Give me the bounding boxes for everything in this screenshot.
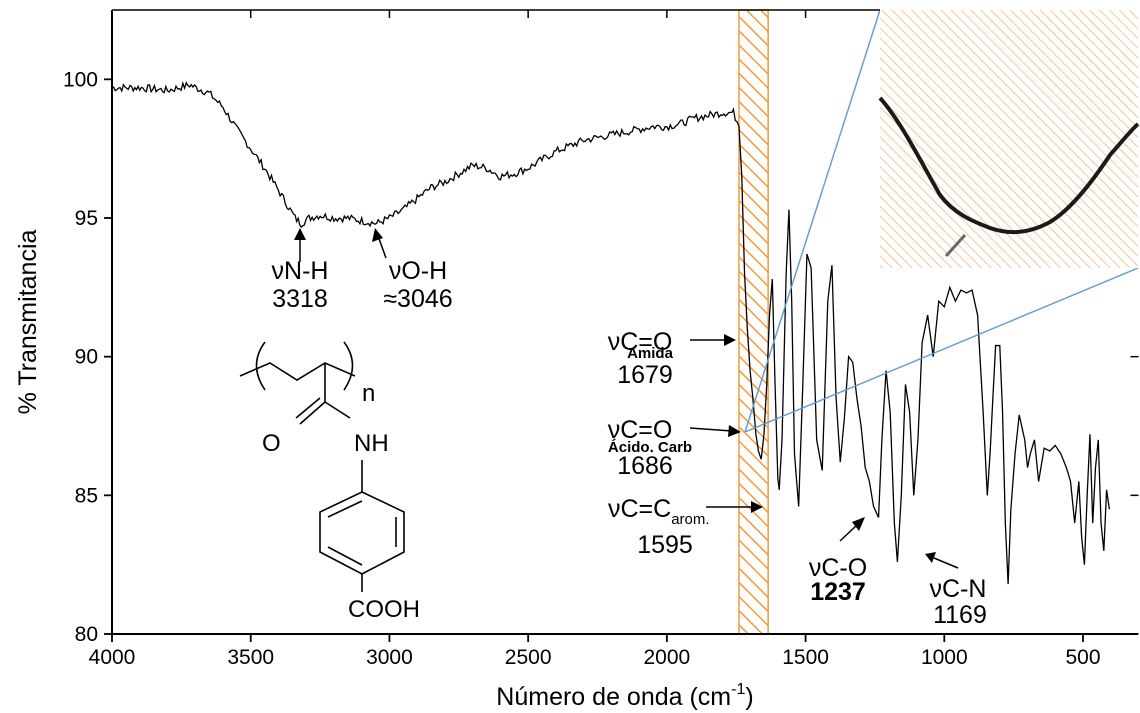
x-tick-label: 3500 xyxy=(227,646,274,669)
annotation-c-n-label: νC-N xyxy=(930,575,987,603)
annotation-nh-value: 3318 xyxy=(272,285,328,313)
structure-bracket-left xyxy=(255,341,266,391)
structure-benzene-ring xyxy=(319,491,405,575)
y-tick-label: 80 xyxy=(75,623,98,646)
structure-bracket-right xyxy=(343,341,354,391)
annotation-co-amida-label: νC=O xyxy=(608,328,673,356)
inset-hatch xyxy=(880,10,1138,268)
y-tick-label: 100 xyxy=(63,68,98,91)
x-tick-label: 1500 xyxy=(782,646,829,669)
annotation-co-acido-sub: Ácido. Carb xyxy=(608,439,692,456)
series-line-transmittance xyxy=(112,80,1111,585)
x-axis-ticks: 4000 3500 3000 2500 2000 1500 1000 500 xyxy=(89,10,1101,669)
inset-connector-top xyxy=(744,9,881,433)
annotation-co-acido-value: 1686 xyxy=(617,452,673,480)
annotation-co-acido-label: νC=O xyxy=(608,416,673,444)
inset-spectrum-zoom xyxy=(878,96,1140,235)
highlight-band xyxy=(738,10,769,634)
structure-backbone xyxy=(239,362,356,381)
axes-frame xyxy=(111,9,1138,635)
annotation-cc-arom-value: 1595 xyxy=(637,531,693,559)
x-tick-label: 4000 xyxy=(89,646,136,669)
y-tick-label: 85 xyxy=(75,484,98,507)
x-tick-label: 2500 xyxy=(505,646,552,669)
annotation-cc-arom: νC=Carom. 1595 xyxy=(608,495,763,559)
x-tick-label: 1000 xyxy=(921,646,968,669)
annotation-oh-label: νO-H xyxy=(389,257,447,285)
chemical-structure xyxy=(239,341,405,592)
structure-nh: NH xyxy=(354,430,389,457)
annotation-c-n: νC-N 1169 xyxy=(925,552,987,629)
structure-cooh: COOH xyxy=(348,596,420,623)
annotation-c-n-value: 1169 xyxy=(933,601,987,629)
annotation-co-amida: νC=O Amida 1679 xyxy=(608,328,736,389)
x-axis-title: Número de onda (cm-1) xyxy=(496,681,753,711)
x-tick-label: 500 xyxy=(1065,646,1100,669)
y-tick-label: 95 xyxy=(75,207,98,230)
annotation-oh-value: ≈3046 xyxy=(383,285,452,313)
annotation-cc-arom-label: νC=Carom. xyxy=(608,495,710,528)
y-tick-label: 90 xyxy=(75,346,98,369)
annotation-co-amida-sub: Amida xyxy=(627,345,674,362)
annotation-c-o-value: 1237 xyxy=(810,578,866,606)
annotation-co-acido: νC=O Ácido. Carb 1686 xyxy=(608,416,741,480)
annotation-c-o-label: νC-O xyxy=(809,554,867,582)
structure-oxygen: O xyxy=(262,430,281,457)
y-axis-title: % Transmitancia xyxy=(14,230,42,415)
annotation-nh-label: νN-H xyxy=(272,257,329,285)
annotation-co-amida-value: 1679 xyxy=(617,361,673,389)
inset-marker xyxy=(944,233,967,258)
inset-zoom xyxy=(744,9,1140,433)
annotation-c-o: νC-O 1237 xyxy=(809,517,867,606)
y-axis-ticks: 80 85 90 95 100 xyxy=(63,68,1139,646)
annotation-oh: νO-H ≈3046 xyxy=(372,228,453,313)
x-tick-label: 2000 xyxy=(644,646,691,669)
annotation-nh: νN-H 3318 xyxy=(272,228,329,313)
x-tick-label: 3000 xyxy=(366,646,413,669)
structure-repeat-n: n xyxy=(362,380,375,407)
inset-connector-bottom xyxy=(744,267,1139,433)
